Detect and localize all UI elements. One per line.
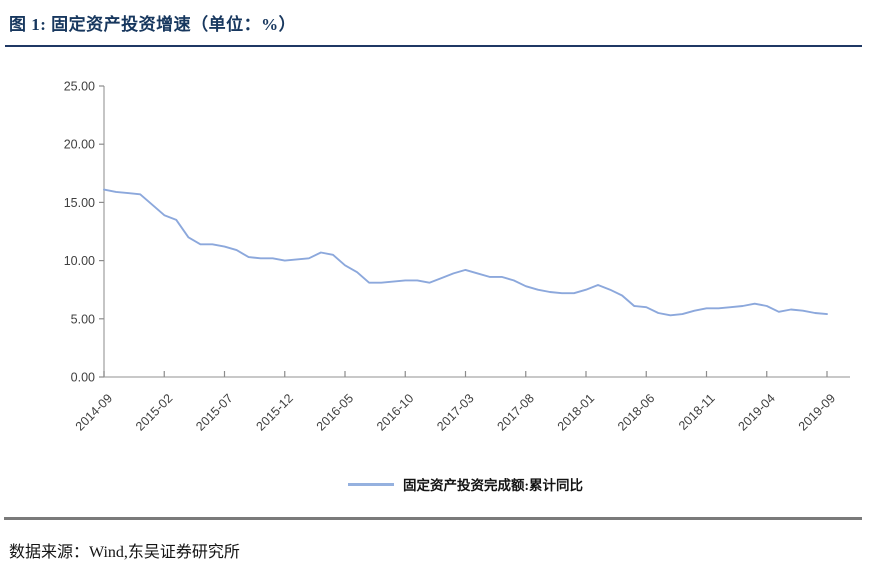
fixed-asset-investment-line-chart: 25.00 20.00 15.00 10.00 5.00 0.00 2014-09 2015-… xyxy=(64,80,850,434)
x-axis-tick-label: 2018-01 xyxy=(555,391,597,433)
y-axis-tick-label: 0.00 xyxy=(71,371,95,385)
x-axis-tick-label: 2017-08 xyxy=(495,391,537,433)
chart-legend: 固定资产投资完成额:累计同比 xyxy=(104,474,827,494)
x-axis-tick-label: 2018-11 xyxy=(676,391,718,433)
y-axis-tick-label: 25.00 xyxy=(64,80,95,94)
data-source-note: 数据来源：Wind,东吴证券研究所 xyxy=(9,544,240,561)
x-axis-tick-label: 2016-10 xyxy=(374,391,416,433)
x-axis-tick-label: 2018-06 xyxy=(615,391,657,433)
series-line-固定资产投资完成额:累计同比 xyxy=(103,188,828,317)
x-axis-tick-label: 2017-03 xyxy=(434,391,476,433)
y-axis-tick-label: 20.00 xyxy=(64,138,95,152)
figure-title: 图 1: 固定资产投资增速（单位：%） xyxy=(9,15,297,34)
y-axis-tick-label: 5.00 xyxy=(71,312,95,326)
x-axis-tick-label: 2014-09 xyxy=(73,391,115,433)
y-axis-tick-label: 15.00 xyxy=(64,196,95,210)
legend-series-label: 固定资产投资完成额:累计同比 xyxy=(403,478,583,493)
x-axis-tick-label: 2016-05 xyxy=(314,391,356,433)
title-divider xyxy=(5,45,862,47)
x-axis-tick-label: 2015-12 xyxy=(254,391,296,433)
x-axis-tick-label: 2019-04 xyxy=(736,391,778,433)
y-axis-tick-label: 10.00 xyxy=(64,254,95,268)
source-divider xyxy=(4,517,862,520)
x-axis-tick-label: 2015-02 xyxy=(133,391,175,433)
x-axis-tick-label: 2015-07 xyxy=(193,391,235,433)
x-axis-tick-label: 2019-09 xyxy=(796,391,838,433)
legend-line-swatch xyxy=(348,482,394,486)
